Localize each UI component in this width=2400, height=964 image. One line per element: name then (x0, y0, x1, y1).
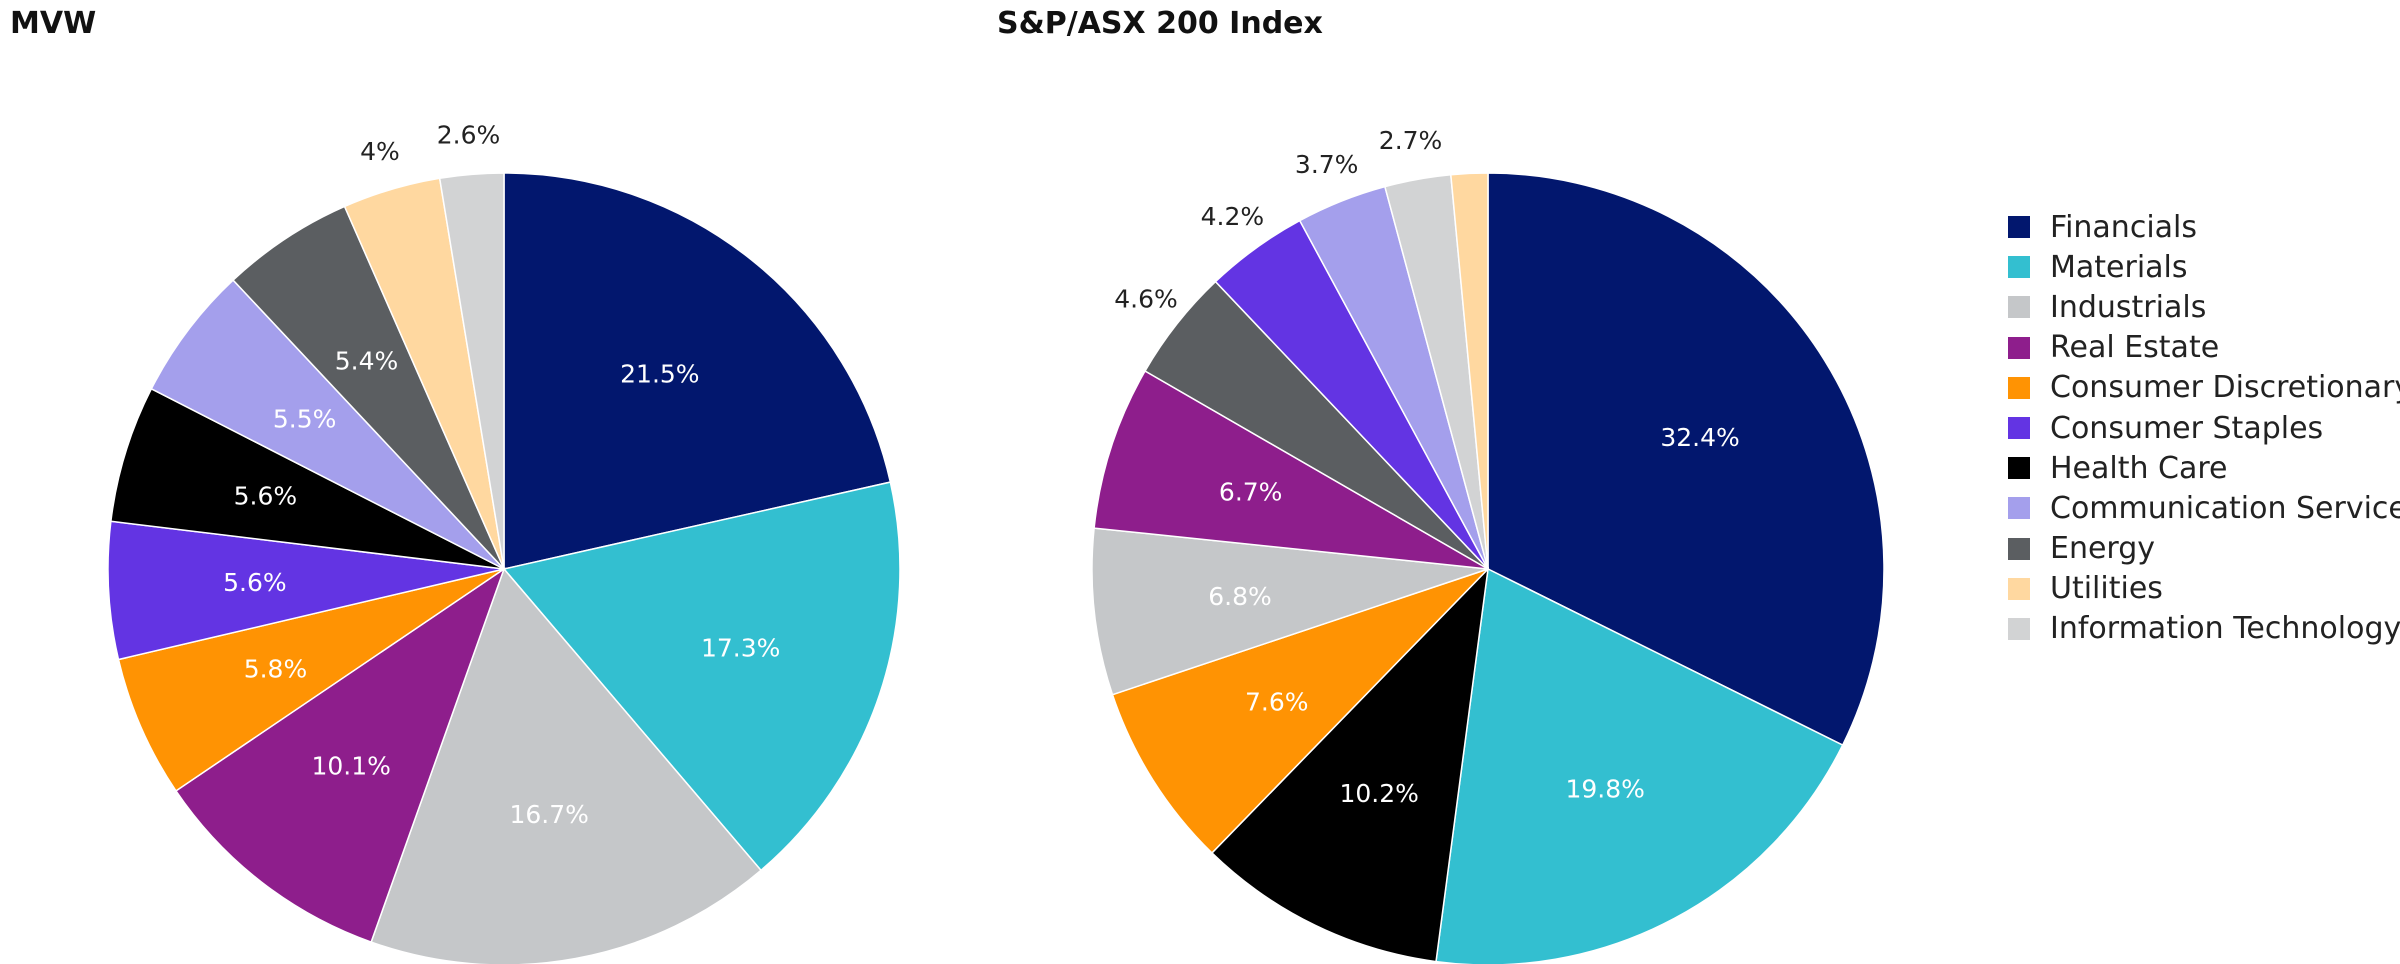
legend-swatch-consumer-discretionary (2008, 376, 2030, 399)
legend-item-energy: Energy (2008, 529, 2400, 569)
legend-item-real-estate: Real Estate (2008, 328, 2400, 368)
pie-slice-mvw-real-estate (174, 567, 506, 944)
legend-item-materials: Materials (2008, 247, 2400, 287)
legend-swatch-health-care (2008, 457, 2030, 480)
legend-label-consumer-discretionary: Consumer Discretionary (2050, 370, 2400, 406)
legend-label-energy: Energy (2050, 531, 2156, 567)
data-label-mvw-energy: 5.4% (335, 346, 399, 375)
data-label-mvw-financials: 21.5% (620, 360, 699, 389)
data-label-asx200-information-technology: 2.7% (1379, 126, 1443, 155)
chart-title-mvw: MVW (10, 6, 97, 41)
legend-item-consumer-discretionary: Consumer Discretionary (2008, 368, 2400, 408)
data-label-mvw-consumer-staples: 5.6% (223, 568, 287, 597)
data-label-mvw-real-estate: 10.1% (312, 752, 391, 781)
pie-slice-mvw-industrials (370, 567, 763, 964)
pie-slice-mvw-health-care (110, 387, 505, 570)
legend-swatch-industrials (2008, 296, 2030, 319)
legend-swatch-financials (2008, 216, 2030, 239)
pie-slice-asx200-utilities (1449, 172, 1489, 570)
data-label-mvw-industrials: 16.7% (509, 800, 588, 829)
data-label-mvw-communication-services: 5.5% (273, 405, 337, 434)
legend-label-real-estate: Real Estate (2050, 330, 2220, 366)
data-label-asx200-industrials: 6.8% (1208, 582, 1272, 611)
data-label-mvw-health-care: 5.6% (234, 482, 298, 511)
legend-item-industrials: Industrials (2008, 287, 2400, 327)
legend-item-financials: Financials (2008, 207, 2400, 247)
data-label-asx200-real-estate: 6.7% (1219, 478, 1283, 507)
pie-slice-asx200-financials (1487, 172, 1885, 747)
legend-label-communication-services: Communication Services (2050, 490, 2400, 526)
legend-swatch-real-estate (2008, 336, 2030, 359)
legend-label-utilities: Utilities (2050, 571, 2163, 607)
data-label-asx200-materials: 19.8% (1566, 775, 1645, 804)
pie-slice-mvw-consumer-discretionary (117, 568, 505, 792)
legend-item-health-care: Health Care (2008, 448, 2400, 488)
pie-slice-asx200-industrials (1091, 527, 1489, 696)
pie-slice-mvw-information-technology (438, 172, 505, 570)
pie-asx200: 32.4% 19.8% 10.2% 7.6% 6.8% 6.7% 4.6% 4.2% 3.7% 2… (1091, 126, 1885, 964)
pie-slice-mvw-communication-services (150, 279, 505, 570)
legend-swatch-consumer-staples (2008, 417, 2030, 440)
legend-swatch-information-technology (2008, 617, 2030, 640)
legend-item-communication-services: Communication Services (2008, 488, 2400, 528)
data-label-mvw-materials: 17.3% (701, 633, 780, 662)
data-label-asx200-energy: 4.6% (1114, 285, 1178, 314)
pie-slice-asx200-real-estate (1093, 369, 1489, 570)
legend-label-materials: Materials (2050, 249, 2188, 285)
legend-swatch-materials (2008, 256, 2030, 279)
legend-label-health-care: Health Care (2050, 450, 2228, 486)
pie-mvw: 21.5% 17.3% 16.7% 10.1% 5.8% 5.6% 5.6% 5.5% 5.4%… (107, 120, 901, 964)
legend-label-financials: Financials (2050, 209, 2197, 245)
data-label-asx200-health-care: 10.2% (1339, 779, 1418, 808)
legend-label-information-technology: Information Technology (2050, 611, 2400, 647)
data-label-mvw-utilities: 4% (360, 137, 400, 166)
legend-swatch-communication-services (2008, 497, 2030, 520)
legend-swatch-energy (2008, 537, 2030, 560)
legend-label-consumer-staples: Consumer Staples (2050, 410, 2324, 446)
legend-swatch-utilities (2008, 577, 2030, 600)
pie-slice-asx200-materials (1435, 567, 1844, 964)
pie-slice-mvw-energy (232, 205, 505, 570)
data-label-mvw-information-technology: 2.6% (437, 120, 501, 149)
pie-slice-mvw-financials (503, 172, 892, 570)
pie-slice-asx200-health-care (1210, 566, 1490, 963)
legend-item-consumer-staples: Consumer Staples (2008, 408, 2400, 448)
legend-label-industrials: Industrials (2050, 289, 2207, 325)
pie-slice-mvw-materials (502, 481, 901, 872)
legend: Financials Materials Industrials Real Estat… (2008, 207, 2400, 649)
pie-slice-mvw-consumer-staples (107, 520, 505, 661)
data-label-asx200-communication-services: 3.7% (1295, 150, 1359, 179)
chart-title-asx200: S&P/ASX 200 Index (997, 6, 1323, 41)
data-label-mvw-consumer-discretionary: 5.8% (244, 655, 308, 684)
data-label-asx200-consumer-staples: 4.2% (1201, 202, 1265, 231)
data-label-asx200-financials: 32.4% (1660, 423, 1739, 452)
legend-item-information-technology: Information Technology (2008, 609, 2400, 649)
pie-slice-asx200-consumer-discretionary (1111, 568, 1489, 854)
legend-item-utilities: Utilities (2008, 569, 2400, 609)
data-label-asx200-consumer-discretionary: 7.6% (1245, 687, 1309, 716)
